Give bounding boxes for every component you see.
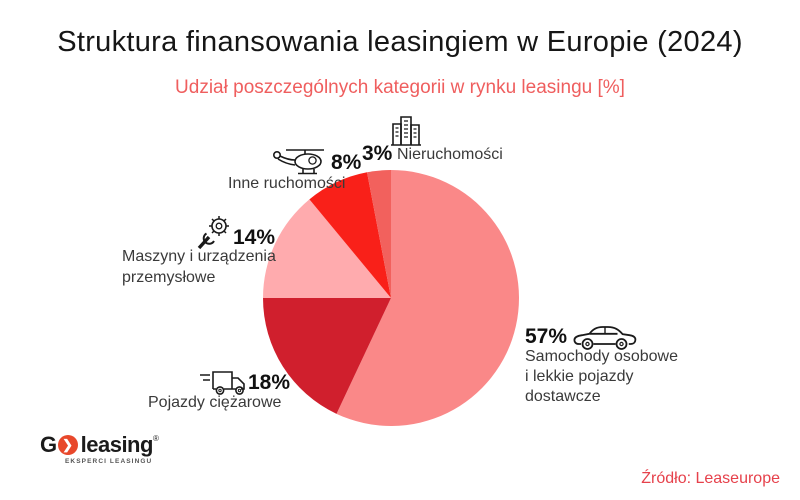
gear-wrench-icon bbox=[194, 214, 232, 252]
label-samochody-line2: i lekkie pojazdy bbox=[525, 368, 634, 385]
page-subtitle: Udział poszczególnych kategorii w rynku … bbox=[175, 77, 625, 98]
pie-slice-nieruchomosci bbox=[367, 170, 391, 298]
label-pojazdy-ciezarowe: Pojazdy ciężarowe bbox=[148, 394, 282, 411]
pct-maszyny: 14% bbox=[233, 226, 276, 249]
pct-nieruchomosci: 3% bbox=[362, 142, 393, 165]
building-icon bbox=[391, 114, 421, 148]
car-icon bbox=[572, 320, 638, 352]
label-inne-ruchomosci: Inne ruchomości bbox=[228, 175, 346, 192]
pie-slice-inne-ruchomosci bbox=[309, 172, 391, 298]
logo-arrow-icon: ❯ bbox=[57, 435, 78, 455]
label-maszyny-line2: przemysłowe bbox=[122, 269, 216, 286]
pie-chart bbox=[263, 170, 519, 426]
pie-slice-maszyny bbox=[263, 199, 391, 298]
source-credit: Źródło: Leaseurope bbox=[641, 470, 780, 487]
label-samochody-line1: Samochody osobowe bbox=[525, 348, 678, 365]
pie-chart-svg bbox=[263, 170, 519, 426]
pie-slice-samochody bbox=[336, 170, 519, 426]
go-leasing-logo: G ❯ leasing ® EKSPERCI LEASINGU bbox=[40, 432, 159, 465]
pct-pojazdy-ciezarowe: 18% bbox=[248, 371, 291, 394]
label-samochody-line3: dostawcze bbox=[525, 388, 601, 405]
page-title: Struktura finansowania leasingiem w Euro… bbox=[57, 26, 743, 58]
logo-tagline: EKSPERCI LEASINGU bbox=[65, 458, 153, 465]
label-maszyny-line1: Maszyny i urządzenia bbox=[122, 248, 276, 265]
truck-icon bbox=[199, 368, 246, 398]
logo-g-letter: G bbox=[40, 432, 57, 457]
pct-samochody: 57% bbox=[525, 325, 568, 348]
helicopter-icon bbox=[270, 147, 328, 177]
registered-mark: ® bbox=[152, 434, 159, 443]
pie-slice-pojazdy-ciezarowe bbox=[263, 298, 391, 414]
pct-inne-ruchomosci: 8% bbox=[331, 151, 362, 174]
label-nieruchomosci: Nieruchomości bbox=[397, 146, 503, 163]
logo-leasing-text: leasing bbox=[80, 432, 154, 457]
